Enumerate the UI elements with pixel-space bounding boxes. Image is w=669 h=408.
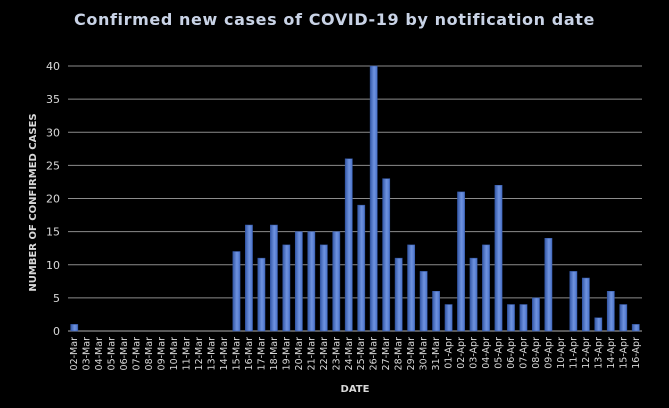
y-tick-label: 35 bbox=[46, 93, 60, 106]
x-tick-label: 01-Apr bbox=[444, 337, 455, 369]
bar bbox=[432, 291, 440, 332]
x-axis-ticks: 02-Mar 03-Mar 04-Mar 05-Mar 06-Mar 07-Mar 08-M… bbox=[69, 337, 642, 371]
x-tick-label: 09-Mar bbox=[157, 337, 168, 371]
bar bbox=[257, 257, 266, 332]
y-tick-label: 0 bbox=[53, 325, 60, 338]
bar bbox=[232, 251, 241, 332]
y-tick-label: 40 bbox=[46, 60, 60, 73]
y-axis-ticks: 0 5 10 15 20 25 30 35 40 bbox=[46, 60, 60, 338]
x-tick-label: 19-Mar bbox=[281, 337, 292, 371]
x-tick-label: 05-Mar bbox=[107, 337, 118, 371]
y-tick-label: 25 bbox=[46, 159, 60, 172]
bar bbox=[282, 244, 291, 332]
bar bbox=[619, 304, 628, 332]
bar bbox=[382, 178, 391, 332]
x-tick-label: 23-Mar bbox=[331, 337, 342, 371]
bar bbox=[457, 191, 465, 332]
x-tick-label: 21-Mar bbox=[306, 337, 317, 371]
bar bbox=[394, 257, 403, 332]
bar bbox=[606, 291, 615, 332]
x-tick-label: 25-Mar bbox=[356, 337, 367, 371]
bar bbox=[594, 317, 603, 332]
bar bbox=[569, 271, 578, 332]
x-tick-label: 10-Mar bbox=[169, 337, 180, 371]
x-tick-label: 08-Apr bbox=[531, 337, 542, 369]
y-tick-label: 20 bbox=[46, 193, 60, 206]
x-tick-label: 02-Mar bbox=[69, 337, 80, 371]
x-tick-label: 03-Apr bbox=[469, 337, 480, 369]
x-tick-label: 06-Apr bbox=[506, 337, 517, 369]
bar bbox=[319, 244, 328, 332]
x-tick-label: 16-Apr bbox=[631, 337, 642, 369]
bar bbox=[631, 324, 640, 332]
bars bbox=[70, 65, 640, 332]
bar bbox=[581, 277, 590, 332]
y-tick-label: 5 bbox=[53, 292, 60, 305]
grid-lines bbox=[68, 65, 642, 332]
bar bbox=[532, 297, 540, 332]
x-tick-label: 22-Mar bbox=[319, 337, 330, 371]
x-tick-label: 17-Mar bbox=[256, 337, 267, 371]
chart-title: Confirmed new cases of COVID-19 by notif… bbox=[74, 10, 595, 29]
x-tick-label: 10-Apr bbox=[556, 337, 567, 369]
y-tick-label: 30 bbox=[46, 126, 60, 139]
x-tick-label: 12-Mar bbox=[194, 337, 205, 371]
x-tick-label: 18-Mar bbox=[269, 337, 280, 371]
bar bbox=[369, 65, 378, 332]
x-tick-label: 15-Apr bbox=[618, 337, 629, 369]
x-tick-label: 20-Mar bbox=[294, 337, 305, 371]
x-tick-label: 04-Apr bbox=[481, 337, 492, 369]
bar bbox=[294, 231, 303, 332]
x-tick-label: 14-Mar bbox=[219, 337, 230, 371]
x-tick-label: 12-Apr bbox=[581, 337, 592, 369]
bar bbox=[482, 244, 490, 332]
x-tick-label: 16-Mar bbox=[244, 337, 255, 371]
x-tick-label: 06-Mar bbox=[119, 337, 130, 371]
x-tick-label: 03-Mar bbox=[82, 337, 93, 371]
x-tick-label: 29-Mar bbox=[406, 337, 417, 371]
x-tick-label: 04-Mar bbox=[94, 337, 105, 371]
y-tick-label: 10 bbox=[46, 259, 60, 272]
x-tick-label: 31-Mar bbox=[431, 337, 442, 371]
bar bbox=[494, 185, 503, 332]
bar bbox=[357, 204, 366, 332]
x-tick-label: 27-Mar bbox=[381, 337, 392, 371]
x-tick-label: 05-Apr bbox=[494, 337, 505, 369]
bar bbox=[519, 304, 528, 332]
bar bbox=[419, 271, 428, 332]
x-tick-label: 28-Mar bbox=[394, 337, 405, 371]
bar bbox=[507, 304, 515, 332]
bar bbox=[245, 224, 253, 332]
y-axis-label: NUMBER OF CONFIRMED CASES bbox=[28, 113, 39, 291]
bar bbox=[407, 244, 416, 332]
x-tick-label: 09-Apr bbox=[543, 337, 554, 369]
bar bbox=[307, 231, 316, 332]
bar bbox=[332, 231, 341, 332]
x-tick-label: 14-Apr bbox=[606, 337, 617, 369]
x-tick-label: 02-Apr bbox=[456, 337, 467, 369]
bar bbox=[444, 304, 453, 332]
bar bbox=[270, 224, 278, 332]
x-tick-label: 11-Mar bbox=[182, 337, 193, 371]
bar bbox=[544, 238, 553, 332]
x-tick-label: 26-Mar bbox=[369, 337, 380, 371]
y-tick-label: 15 bbox=[46, 226, 60, 239]
x-tick-label: 07-Mar bbox=[132, 337, 143, 371]
x-axis-label: DATE bbox=[341, 384, 370, 395]
x-tick-label: 30-Mar bbox=[419, 337, 430, 371]
x-tick-label: 13-Mar bbox=[207, 337, 218, 371]
x-tick-label: 07-Apr bbox=[518, 337, 529, 369]
bar bbox=[70, 324, 79, 332]
x-tick-label: 08-Mar bbox=[144, 337, 155, 371]
bar bbox=[344, 158, 353, 332]
bar bbox=[469, 257, 478, 332]
x-tick-label: 11-Apr bbox=[568, 337, 579, 369]
x-tick-label: 13-Apr bbox=[593, 337, 604, 369]
x-tick-label: 15-Mar bbox=[231, 337, 242, 371]
x-tick-label: 24-Mar bbox=[344, 337, 355, 371]
